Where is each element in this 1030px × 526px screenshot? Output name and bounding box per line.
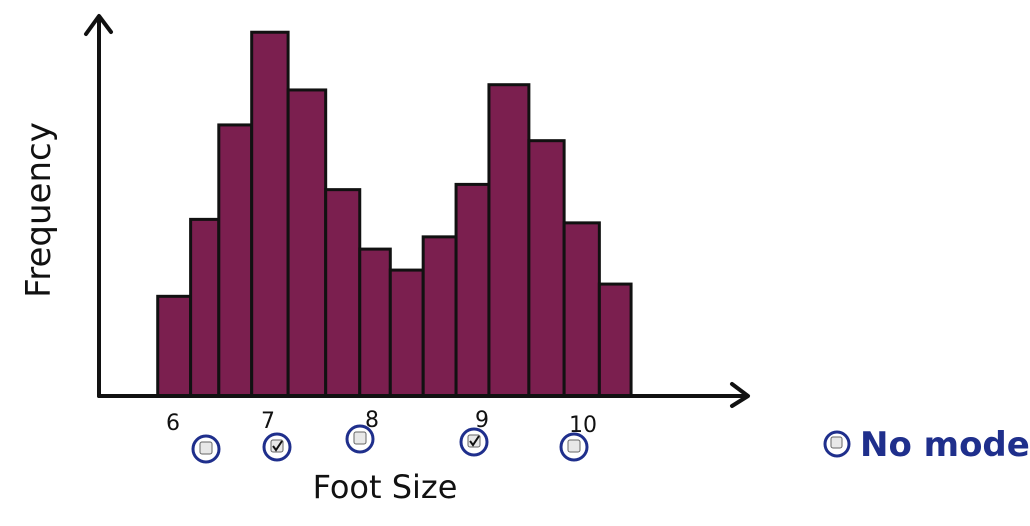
histogram-bars	[156, 30, 633, 398]
mode-options	[191, 424, 589, 464]
checkbox-icon[interactable]	[567, 439, 581, 453]
x-tick-label: 6	[166, 411, 180, 436]
checkbox-icon[interactable]	[199, 441, 213, 455]
histogram-bar	[421, 235, 458, 398]
radio-circle-icon	[262, 432, 292, 462]
checkmark-icon	[469, 435, 480, 447]
radio-circle-icon	[823, 430, 851, 458]
radio-circle-icon	[459, 427, 489, 457]
radio-circle-icon	[345, 424, 375, 454]
mode-option-1[interactable]	[191, 434, 221, 464]
histogram-bar	[597, 282, 633, 398]
y-axis-label: Frequency	[19, 122, 59, 298]
x-axis-arrow	[730, 382, 750, 408]
mode-option-4[interactable]	[459, 427, 489, 457]
histogram-bar	[189, 217, 221, 398]
x-tick-label: 9	[475, 408, 489, 433]
histogram-bar	[388, 268, 425, 398]
axes	[84, 14, 750, 408]
histogram-bar	[562, 221, 601, 398]
histogram-bar	[358, 247, 392, 398]
histogram-bar	[217, 123, 254, 398]
mode-option-3[interactable]	[345, 424, 375, 454]
x-tick-label: 7	[261, 409, 275, 434]
checkbox-icon[interactable]	[353, 431, 367, 445]
checkmark-icon	[272, 440, 283, 452]
histogram-bar	[286, 88, 328, 398]
histogram-bar	[454, 182, 491, 398]
no-mode-option[interactable]: No mode	[823, 425, 1030, 465]
histogram-bar	[487, 83, 531, 398]
histogram-bar	[156, 294, 193, 398]
radio-circle-icon	[191, 434, 221, 464]
x-tick-labels: 6 7 8 9 10	[166, 408, 597, 438]
histogram-bar	[324, 188, 362, 398]
no-mode-label: No mode	[860, 425, 1030, 465]
mode-option-2[interactable]	[262, 432, 292, 462]
x-axis-label: Foot Size	[313, 468, 458, 506]
y-axis-arrow	[84, 14, 113, 36]
radio-circle-icon	[559, 432, 589, 462]
checkbox-icon[interactable]	[830, 436, 843, 449]
mode-option-5[interactable]	[559, 432, 589, 462]
histogram-bar	[527, 139, 566, 398]
x-tick-label: 8	[365, 408, 379, 433]
histogram-bar	[250, 30, 290, 398]
